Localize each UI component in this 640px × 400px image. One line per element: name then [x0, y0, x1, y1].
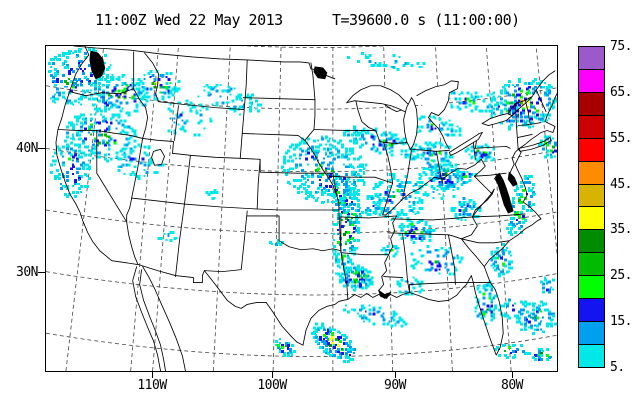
colorbar-cell: [578, 114, 605, 139]
lat-tick: [38, 148, 45, 149]
colorbar-cell: [578, 160, 605, 185]
colorbar-cell: [578, 91, 605, 116]
lon-label: 100W: [257, 378, 287, 393]
colorbar-cell: [578, 68, 605, 93]
colorbar-label: 45.: [610, 176, 632, 192]
latlon-grid: [46, 46, 557, 371]
colorbar-label: 15.: [610, 314, 632, 330]
lon-tick: [152, 372, 153, 378]
lon-tick: [272, 372, 273, 378]
colorbar-cell: [578, 206, 605, 231]
colorbar-cell: [578, 275, 605, 300]
colorbar-cell: [578, 137, 605, 162]
colorbar-label: 25.: [610, 268, 632, 284]
great-lakes: [151, 80, 513, 166]
colorbar-cell: [578, 46, 605, 70]
colorbar-cell: [578, 252, 605, 277]
colorbar-label: 75.: [610, 39, 632, 54]
colorbar-label: 5.: [610, 360, 625, 375]
lon-label: 110W: [137, 378, 167, 393]
lon-tick: [395, 372, 396, 378]
lon-label: 80W: [501, 378, 523, 393]
valid-time-title: 11:00Z Wed 22 May 2013: [95, 11, 283, 29]
bay-fill-shapes: [89, 50, 518, 299]
colorbar-cell: [578, 298, 605, 323]
lat-label: 30N: [16, 265, 38, 280]
colorbar-label: 55.: [610, 130, 632, 146]
colorbar-cell: [578, 229, 605, 254]
colorbar-cell: [578, 321, 605, 345]
colorbar: [578, 46, 605, 368]
lat-tick: [38, 272, 45, 273]
map-frame: [45, 45, 558, 372]
colorbar-cell: [578, 343, 605, 368]
model-time-title: T=39600.0 s (11:00:00): [332, 11, 520, 29]
title-bar: 11:00Z Wed 22 May 2013 T=39600.0 s (11:0…: [0, 11, 640, 31]
colorbar-label: 35.: [610, 222, 632, 238]
state-boundaries: [55, 46, 557, 371]
lat-label: 40N: [16, 141, 38, 156]
us-radar-map: [46, 46, 557, 371]
colorbar-cell: [578, 183, 605, 208]
lon-label: 90W: [384, 378, 406, 393]
colorbar-label: 65.: [610, 84, 632, 100]
lon-tick: [512, 372, 513, 378]
